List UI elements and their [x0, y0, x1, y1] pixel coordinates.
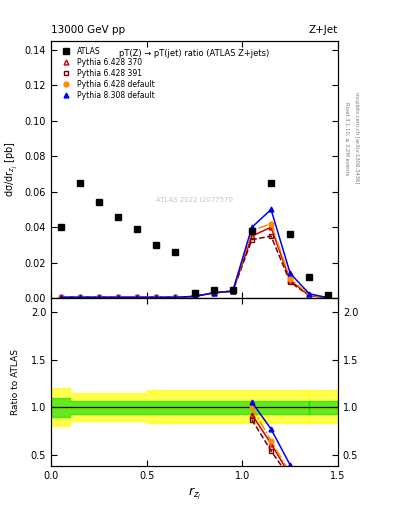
- Pythia 8.308 default: [211, 290, 216, 296]
- Text: ATLAS 2022 i2077570: ATLAS 2022 i2077570: [156, 198, 233, 203]
- Pythia 6.428 default: [116, 294, 120, 301]
- ATLAS: [135, 226, 140, 232]
- Pythia 8.308 default: [135, 294, 140, 301]
- Pythia 8.308 default: [269, 206, 274, 212]
- Pythia 6.428 370: [154, 294, 159, 301]
- Line: Pythia 6.428 370: Pythia 6.428 370: [58, 225, 331, 300]
- ATLAS: [77, 180, 82, 186]
- Pythia 6.428 default: [250, 228, 254, 234]
- Legend: ATLAS, Pythia 6.428 370, Pythia 6.428 391, Pythia 6.428 default, Pythia 8.308 de: ATLAS, Pythia 6.428 370, Pythia 6.428 39…: [55, 45, 157, 102]
- ATLAS: [269, 180, 274, 186]
- Pythia 6.428 370: [116, 294, 120, 301]
- Text: pT(Z) → pT(jet) ratio (ATLAS Z+jets): pT(Z) → pT(jet) ratio (ATLAS Z+jets): [119, 49, 270, 58]
- Pythia 6.428 default: [326, 295, 331, 301]
- Pythia 6.428 391: [307, 292, 312, 298]
- Pythia 8.308 default: [192, 293, 197, 300]
- Pythia 6.428 391: [211, 290, 216, 296]
- Pythia 6.428 391: [326, 295, 331, 301]
- Pythia 6.428 default: [288, 275, 292, 282]
- Pythia 6.428 391: [77, 294, 82, 301]
- ATLAS: [192, 290, 197, 296]
- Pythia 6.428 370: [250, 233, 254, 239]
- Line: ATLAS: ATLAS: [58, 180, 331, 297]
- Pythia 6.428 default: [58, 294, 63, 301]
- ATLAS: [154, 242, 159, 248]
- Pythia 6.428 370: [135, 294, 140, 301]
- Pythia 6.428 default: [97, 294, 101, 301]
- Text: Rivet 3.1.10, ≥ 3.2M events: Rivet 3.1.10, ≥ 3.2M events: [344, 101, 349, 175]
- Pythia 6.428 default: [211, 290, 216, 296]
- Pythia 6.428 370: [326, 295, 331, 301]
- Pythia 6.428 391: [173, 294, 178, 301]
- Pythia 6.428 default: [230, 288, 235, 294]
- Line: Pythia 6.428 391: Pythia 6.428 391: [58, 233, 331, 300]
- Pythia 8.308 default: [58, 294, 63, 301]
- Text: mcplots.cern.ch [arXiv:1306.3436]: mcplots.cern.ch [arXiv:1306.3436]: [354, 93, 359, 184]
- Text: 13000 GeV pp: 13000 GeV pp: [51, 25, 125, 34]
- Pythia 8.308 default: [116, 294, 120, 301]
- Pythia 6.428 391: [135, 294, 140, 301]
- Pythia 6.428 370: [307, 292, 312, 298]
- Pythia 8.308 default: [230, 288, 235, 294]
- Pythia 8.308 default: [77, 294, 82, 301]
- Pythia 6.428 default: [135, 294, 140, 301]
- Pythia 6.428 391: [58, 294, 63, 301]
- Pythia 6.428 391: [116, 294, 120, 301]
- Pythia 8.308 default: [307, 291, 312, 297]
- Pythia 6.428 370: [192, 293, 197, 300]
- Pythia 6.428 391: [269, 233, 274, 239]
- Pythia 8.308 default: [326, 295, 331, 301]
- Pythia 6.428 391: [250, 237, 254, 243]
- ATLAS: [288, 231, 292, 238]
- Pythia 6.428 370: [230, 288, 235, 294]
- ATLAS: [250, 228, 254, 234]
- Pythia 6.428 370: [58, 294, 63, 301]
- Pythia 8.308 default: [97, 294, 101, 301]
- ATLAS: [307, 274, 312, 280]
- Pythia 8.308 default: [250, 224, 254, 230]
- Pythia 6.428 391: [288, 279, 292, 285]
- X-axis label: $r_{z_j}$: $r_{z_j}$: [188, 486, 201, 502]
- Pythia 6.428 370: [77, 294, 82, 301]
- ATLAS: [173, 249, 178, 255]
- Pythia 6.428 391: [154, 294, 159, 301]
- Y-axis label: dσ/dr$_{z_j}$ [pb]: dσ/dr$_{z_j}$ [pb]: [4, 142, 20, 198]
- Pythia 6.428 default: [269, 221, 274, 227]
- Y-axis label: Ratio to ATLAS: Ratio to ATLAS: [11, 349, 20, 415]
- ATLAS: [326, 291, 331, 297]
- Pythia 6.428 370: [211, 290, 216, 296]
- Pythia 6.428 370: [288, 278, 292, 284]
- Pythia 8.308 default: [154, 294, 159, 301]
- Pythia 6.428 370: [173, 294, 178, 301]
- Pythia 6.428 370: [97, 294, 101, 301]
- Pythia 6.428 default: [154, 294, 159, 301]
- Pythia 6.428 391: [192, 293, 197, 300]
- Text: Z+Jet: Z+Jet: [309, 25, 338, 34]
- ATLAS: [58, 224, 63, 230]
- Line: Pythia 8.308 default: Pythia 8.308 default: [58, 207, 331, 300]
- ATLAS: [116, 214, 120, 220]
- ATLAS: [230, 287, 235, 293]
- Pythia 6.428 default: [192, 293, 197, 300]
- Pythia 6.428 370: [269, 224, 274, 230]
- Pythia 8.308 default: [173, 294, 178, 301]
- Pythia 8.308 default: [288, 270, 292, 276]
- Pythia 6.428 default: [173, 294, 178, 301]
- Pythia 6.428 391: [97, 294, 101, 301]
- Line: Pythia 6.428 default: Pythia 6.428 default: [58, 221, 331, 300]
- Pythia 6.428 default: [77, 294, 82, 301]
- ATLAS: [211, 287, 216, 293]
- Pythia 6.428 391: [230, 288, 235, 294]
- Pythia 6.428 default: [307, 292, 312, 298]
- ATLAS: [97, 199, 101, 205]
